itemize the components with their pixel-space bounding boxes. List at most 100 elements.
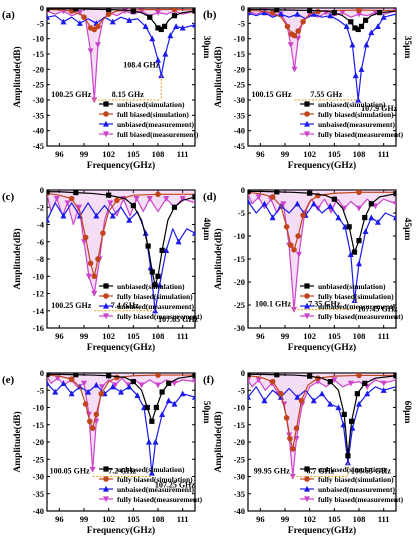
- series-point: [351, 297, 358, 303]
- series-point: [341, 205, 348, 212]
- series-point: [356, 205, 362, 212]
- x-tick-label: 96: [256, 149, 265, 159]
- series-point: [47, 8, 50, 12]
- series-point: [95, 256, 101, 262]
- x-tick-label: 111: [177, 331, 189, 341]
- series-point: [126, 383, 133, 390]
- series-point: [159, 411, 166, 417]
- series-point: [192, 373, 195, 379]
- series-point: [356, 238, 362, 244]
- legend-label: fully biased(measurement): [318, 130, 404, 139]
- series-point: [255, 377, 262, 384]
- series-point: [192, 229, 195, 236]
- dip-label-biased: 100.15 GHz: [251, 90, 291, 99]
- series-point: [362, 380, 368, 386]
- series-point: [52, 388, 59, 395]
- y-tick-label: -25: [33, 454, 44, 464]
- series-point: [106, 8, 112, 13]
- legend-marker: [103, 111, 109, 117]
- series-point: [192, 21, 195, 28]
- series-point: [248, 9, 251, 16]
- series-point: [295, 251, 302, 258]
- series-point: [291, 247, 297, 253]
- y-tick-label: -8: [37, 254, 44, 264]
- legend-marker: [304, 476, 310, 482]
- series-point: [47, 380, 50, 386]
- legend-label: unbiased(simulation): [117, 465, 185, 474]
- x-tick-label: 111: [378, 149, 390, 159]
- x-tick-label: 111: [378, 514, 390, 524]
- x-axis-label: Frequency(GHz): [87, 525, 155, 536]
- series-point: [114, 374, 120, 381]
- x-tick-label: 102: [102, 514, 115, 524]
- series-point: [310, 10, 317, 17]
- plot-area: [248, 373, 396, 480]
- y-tick-label: 0: [40, 185, 44, 195]
- series-point: [248, 190, 251, 194]
- series-point: [155, 56, 161, 63]
- series-point: [166, 380, 172, 386]
- y-tick-label: -15: [33, 420, 44, 430]
- y-tick-label: -2: [37, 202, 44, 212]
- plot-frame: [46, 7, 196, 147]
- series-point: [327, 379, 333, 385]
- delta-label: 7.2 GHz: [108, 467, 136, 476]
- series-line: [47, 382, 195, 474]
- dip-label-biased: 100.25 GHz: [51, 90, 91, 99]
- series-point: [341, 411, 347, 417]
- x-tick-label: 102: [303, 514, 316, 524]
- x-tick-label: 96: [256, 514, 265, 524]
- series-point: [149, 269, 155, 275]
- dip-label-biased: 99.95 GHz: [254, 467, 290, 476]
- x-tick-label: 108: [152, 149, 165, 159]
- dip-label-unbiased: 107.9 GHz: [361, 104, 397, 113]
- series-point: [327, 12, 334, 19]
- series-point: [165, 397, 172, 404]
- legend-label: unbiased(simulation): [318, 100, 386, 109]
- thickness-label: 40μm: [201, 218, 211, 241]
- series-line: [47, 15, 195, 77]
- series-line: [248, 194, 396, 311]
- series-point: [294, 10, 301, 17]
- series-point: [269, 378, 276, 385]
- series-line: [248, 374, 396, 450]
- legend-marker: [103, 131, 109, 138]
- y-tick-label: -5: [238, 385, 245, 395]
- y-tick-label: 0: [241, 185, 245, 195]
- series-point: [335, 404, 342, 411]
- delta-label: 6.7 GHz: [306, 467, 334, 476]
- x-tick-label: 111: [378, 331, 390, 341]
- y-tick-label: -30: [33, 472, 44, 482]
- series-point: [269, 9, 276, 16]
- y-tick-label: -20: [33, 437, 44, 447]
- series-point: [274, 8, 280, 13]
- x-tick-label: 102: [102, 149, 115, 159]
- series-point: [192, 194, 195, 200]
- series-point: [167, 32, 174, 39]
- series-point: [161, 23, 168, 29]
- legend-label: fully biased(measurement): [318, 312, 404, 321]
- dip-label-biased: 100.1 GHz: [255, 300, 291, 309]
- series-point: [68, 376, 75, 383]
- x-tick-label: 105: [127, 514, 140, 524]
- y-tick-label: 0: [241, 368, 245, 378]
- y-tick-label: -10: [234, 231, 245, 241]
- series-point: [248, 373, 251, 377]
- series-point: [356, 190, 362, 196]
- x-tick-label: 96: [55, 149, 64, 159]
- plot-area: [248, 8, 396, 103]
- legend-label: fully biased(simulation): [318, 292, 394, 301]
- series-point: [68, 8, 75, 14]
- series-point: [269, 214, 276, 221]
- series-point: [73, 8, 79, 12]
- series-point: [171, 400, 178, 407]
- thickness-label: 60μm: [402, 401, 412, 424]
- y-tick-label: -40: [33, 126, 44, 136]
- legend-marker: [304, 111, 310, 117]
- x-tick-label: 111: [177, 514, 189, 524]
- series-point: [343, 23, 350, 29]
- legend-marker: [304, 485, 310, 492]
- series-point: [335, 214, 342, 221]
- series-point: [47, 190, 50, 195]
- y-tick-label: -35: [33, 110, 44, 120]
